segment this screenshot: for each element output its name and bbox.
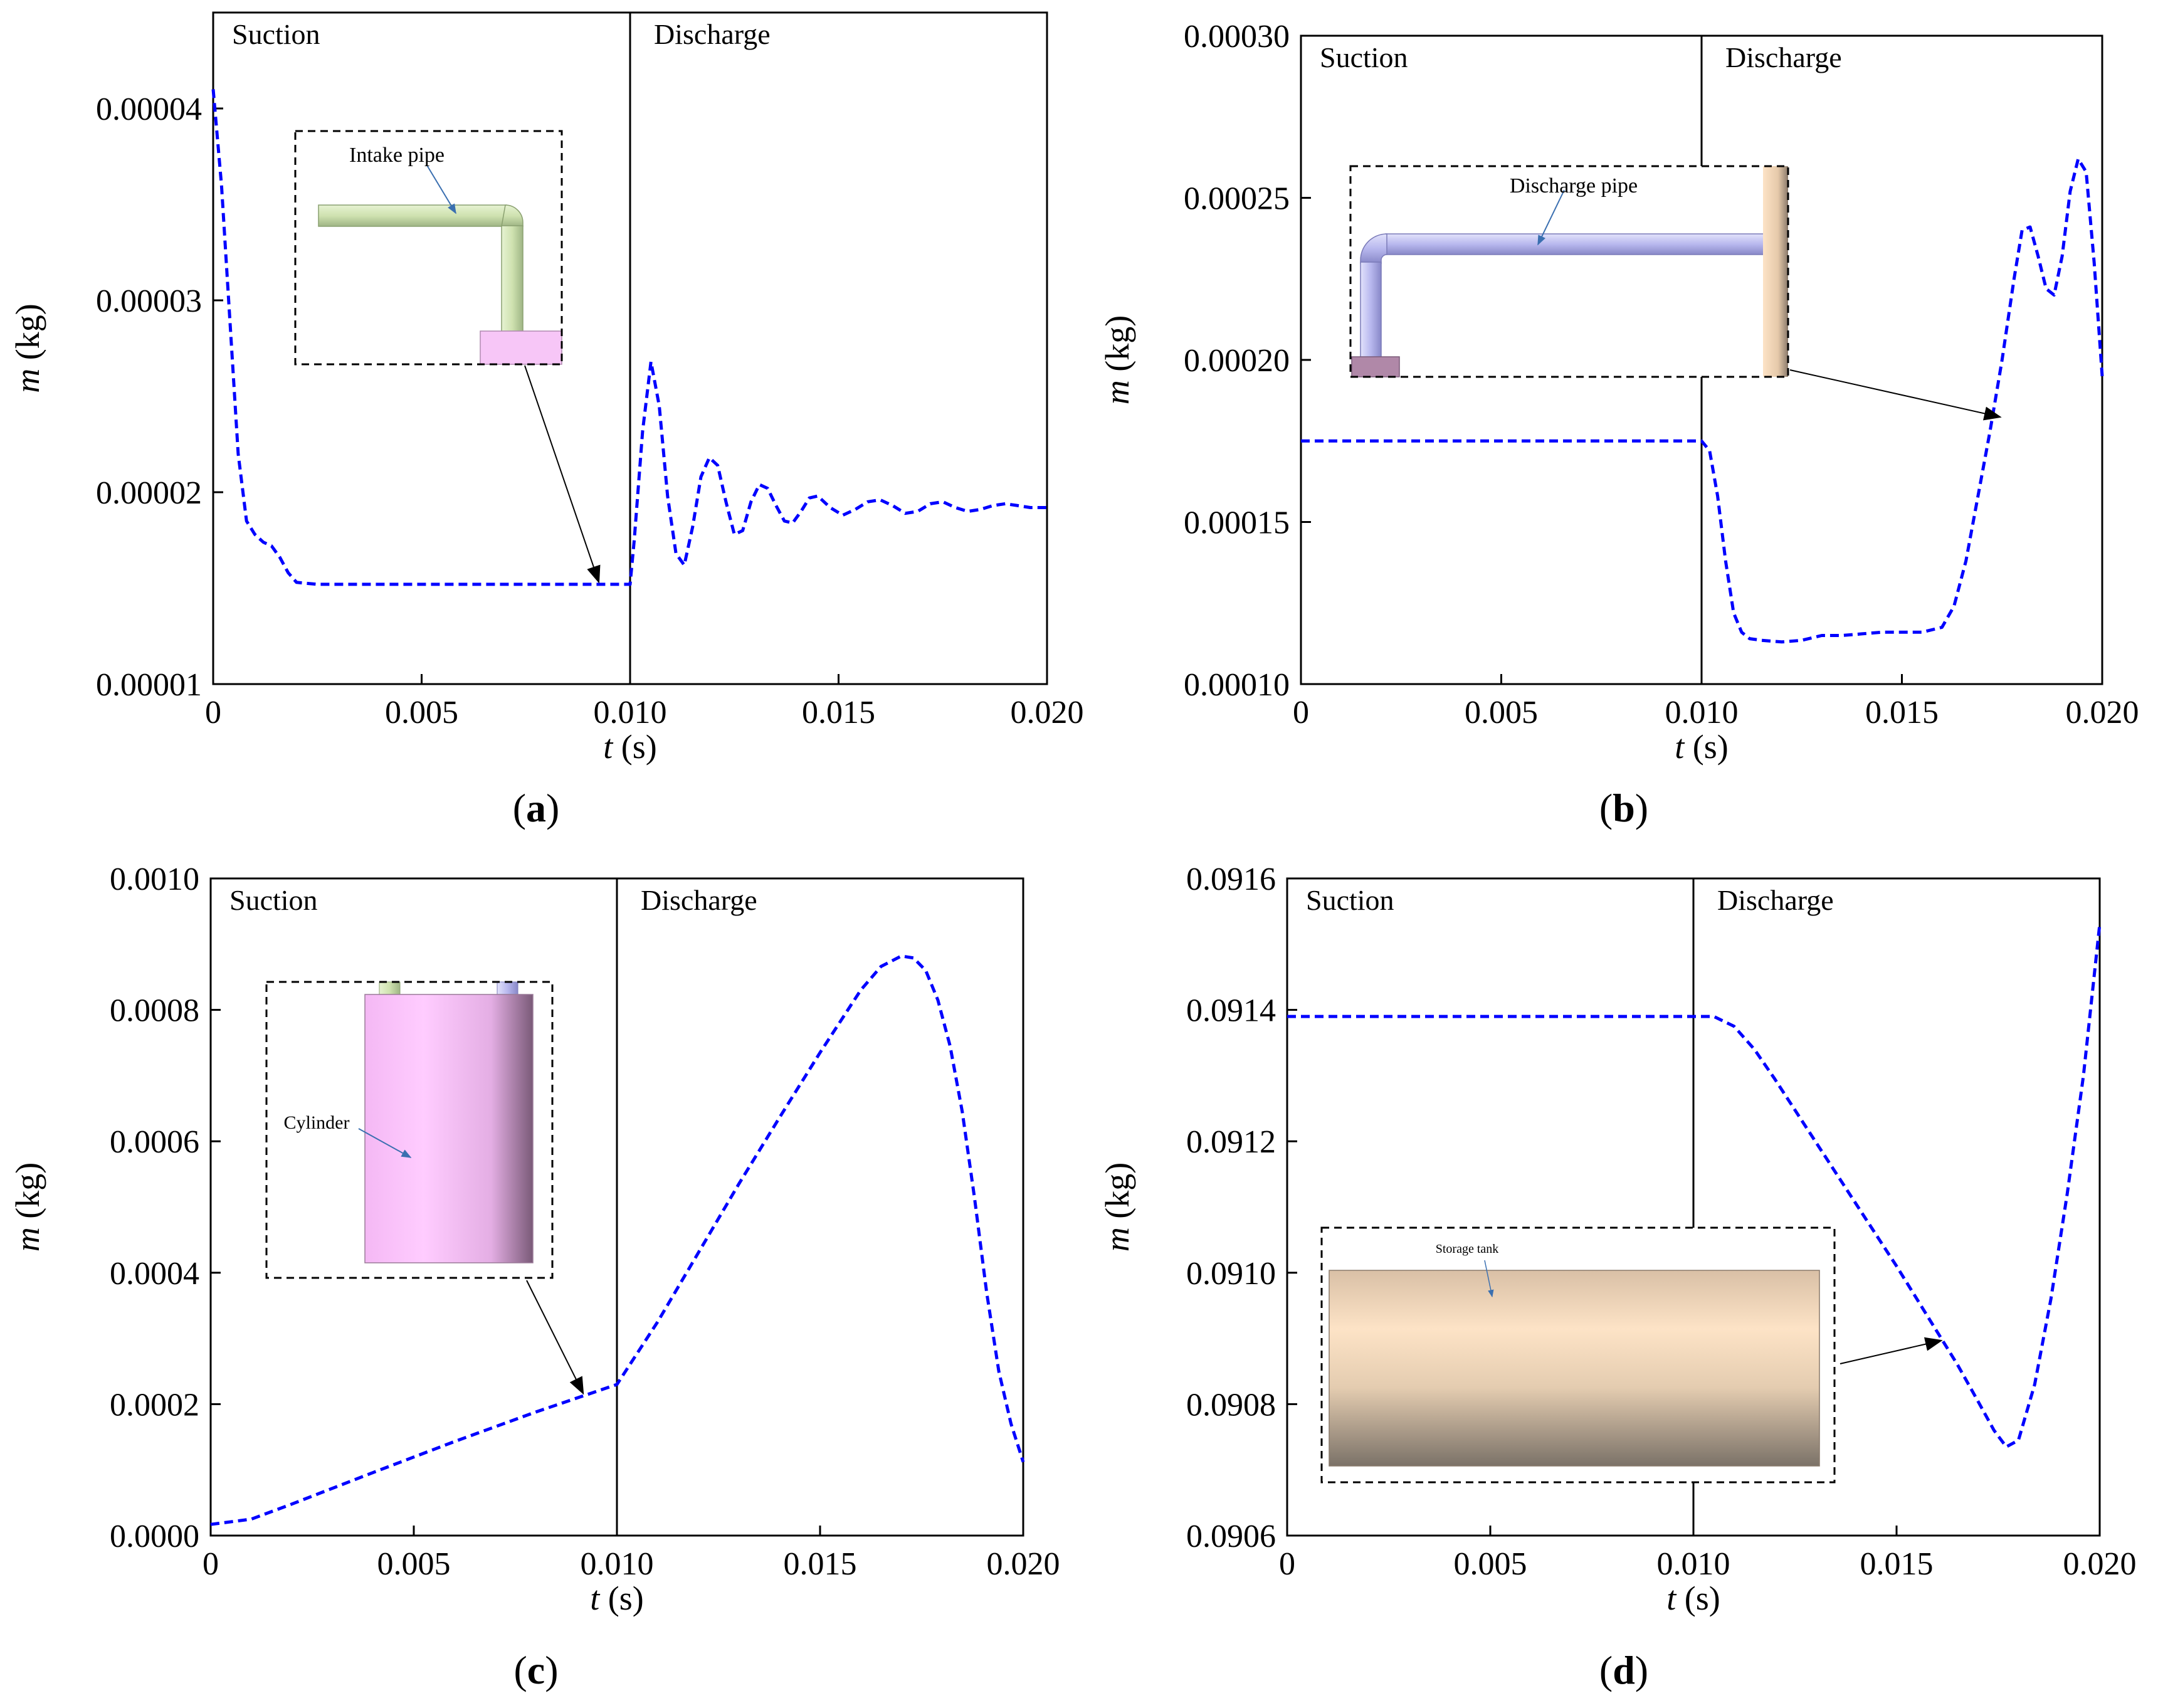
panel-caption-c: (c)	[513, 1648, 558, 1692]
region-label-suction: Suction	[1306, 884, 1394, 916]
panel-caption-b: (b)	[1599, 786, 1648, 830]
y-axis-title: m (kg)	[1098, 1162, 1136, 1252]
inset-storage-tank-art	[1320, 1226, 1943, 1484]
x-axis-title: t (s)	[590, 1579, 644, 1617]
x-tick-label: 0.015	[784, 1546, 857, 1582]
y-tick-label: 0.0906	[1186, 1519, 1276, 1554]
chart-panel-d: Suction Discharge 0 0.005 0.010 0.015 0.020 0.0…	[1098, 862, 2137, 1692]
x-tick-label: 0	[205, 695, 221, 730]
x-tick-label: 0.020	[987, 1546, 1060, 1582]
y-tick-label: 0.00010	[1184, 667, 1290, 703]
series-line-mass	[211, 89, 1047, 586]
y-tick-label: 0.00001	[96, 667, 202, 703]
y-axis-title: m (kg)	[1098, 315, 1136, 404]
x-tick-label: 0.015	[1865, 695, 1939, 730]
inset-cylinder-art	[265, 981, 584, 1395]
y-tick-label: 0.0008	[110, 993, 199, 1029]
x-tick-label: 0.020	[2066, 695, 2139, 730]
x-tick-label: 0.005	[1465, 695, 1538, 730]
series-line-mass	[1301, 157, 2104, 644]
inset-discharge-pipe-art	[1349, 165, 2002, 421]
x-tick-label: 0.005	[377, 1546, 451, 1582]
x-tick-label: 0.010	[1665, 695, 1739, 730]
x-tick-label: 0.010	[594, 695, 667, 730]
region-label-discharge: Discharge	[641, 884, 757, 916]
x-tick-label: 0.015	[1860, 1546, 1934, 1582]
inset-label-discharge-pipe: Discharge pipe	[1510, 174, 1638, 198]
y-axis-title: m (kg)	[9, 303, 46, 393]
x-axis-title: t (s)	[1675, 728, 1729, 766]
x-tick-label: 0	[1293, 695, 1309, 730]
y-tick-label: 0.00004	[96, 92, 202, 127]
x-tick-label: 0	[1279, 1546, 1295, 1582]
x-tick-label: 0.005	[385, 695, 458, 730]
x-tick-label: 0.020	[2063, 1546, 2137, 1582]
panel-caption-a: (a)	[513, 786, 560, 830]
panel-caption-d: (d)	[1599, 1648, 1648, 1692]
y-tick-label: 0.00020	[1184, 343, 1290, 379]
series-line-mass	[1287, 924, 2102, 1448]
region-label-suction: Suction	[232, 18, 320, 50]
x-tick-label: 0.015	[802, 695, 875, 730]
y-tick-label: 0.0914	[1186, 993, 1276, 1029]
region-label-discharge: Discharge	[1717, 884, 1834, 916]
region-label-suction: Suction	[229, 884, 318, 916]
chart-panel-a: Suction Discharge 0 0.005 0.010 0.015 0.020 0.0…	[9, 11, 1084, 830]
region-label-discharge: Discharge	[654, 18, 771, 50]
y-tick-label: 0.0916	[1186, 862, 1276, 897]
region-label-suction: Suction	[1320, 41, 1408, 73]
inset-intake-pipe-art	[294, 130, 601, 584]
inset-label-storage-tank: Storage tank	[1436, 1242, 1499, 1256]
x-axis-title: t (s)	[603, 728, 657, 766]
y-tick-label: 0.0000	[110, 1519, 199, 1554]
y-tick-label: 0.00002	[96, 475, 202, 511]
y-tick-label: 0.00025	[1184, 181, 1290, 217]
x-axis-title: t (s)	[1666, 1579, 1720, 1617]
y-tick-label: 0.0006	[110, 1124, 199, 1160]
x-tick-label: 0	[203, 1546, 219, 1582]
y-tick-label: 0.00030	[1184, 19, 1290, 55]
inset-label-cylinder: Cylinder	[284, 1112, 350, 1133]
y-tick-label: 0.00003	[96, 283, 202, 319]
x-tick-label: 0.020	[1011, 695, 1084, 730]
x-tick-label: 0.010	[581, 1546, 654, 1582]
y-tick-label: 0.0004	[110, 1256, 199, 1292]
y-tick-label: 0.0002	[110, 1387, 199, 1423]
y-tick-label: 0.0010	[110, 862, 199, 897]
x-tick-label: 0.010	[1657, 1546, 1730, 1582]
chart-panel-b: Suction Discharge 0 0.005 0.010 0.015 0.020 0.0…	[1098, 19, 2139, 830]
inset-label-intake-pipe: Intake pipe	[349, 144, 445, 167]
region-label-discharge: Discharge	[1725, 41, 1842, 73]
chart-panel-c: Suction Discharge 0 0.005 0.010 0.015 0.020 0.0…	[9, 862, 1060, 1692]
y-axis-title: m (kg)	[9, 1162, 46, 1252]
y-tick-label: 0.00015	[1184, 505, 1290, 541]
x-tick-label: 0.005	[1454, 1546, 1527, 1582]
y-tick-label: 0.0912	[1186, 1124, 1276, 1160]
y-tick-label: 0.0908	[1186, 1387, 1276, 1423]
y-tick-label: 0.0910	[1186, 1256, 1276, 1292]
